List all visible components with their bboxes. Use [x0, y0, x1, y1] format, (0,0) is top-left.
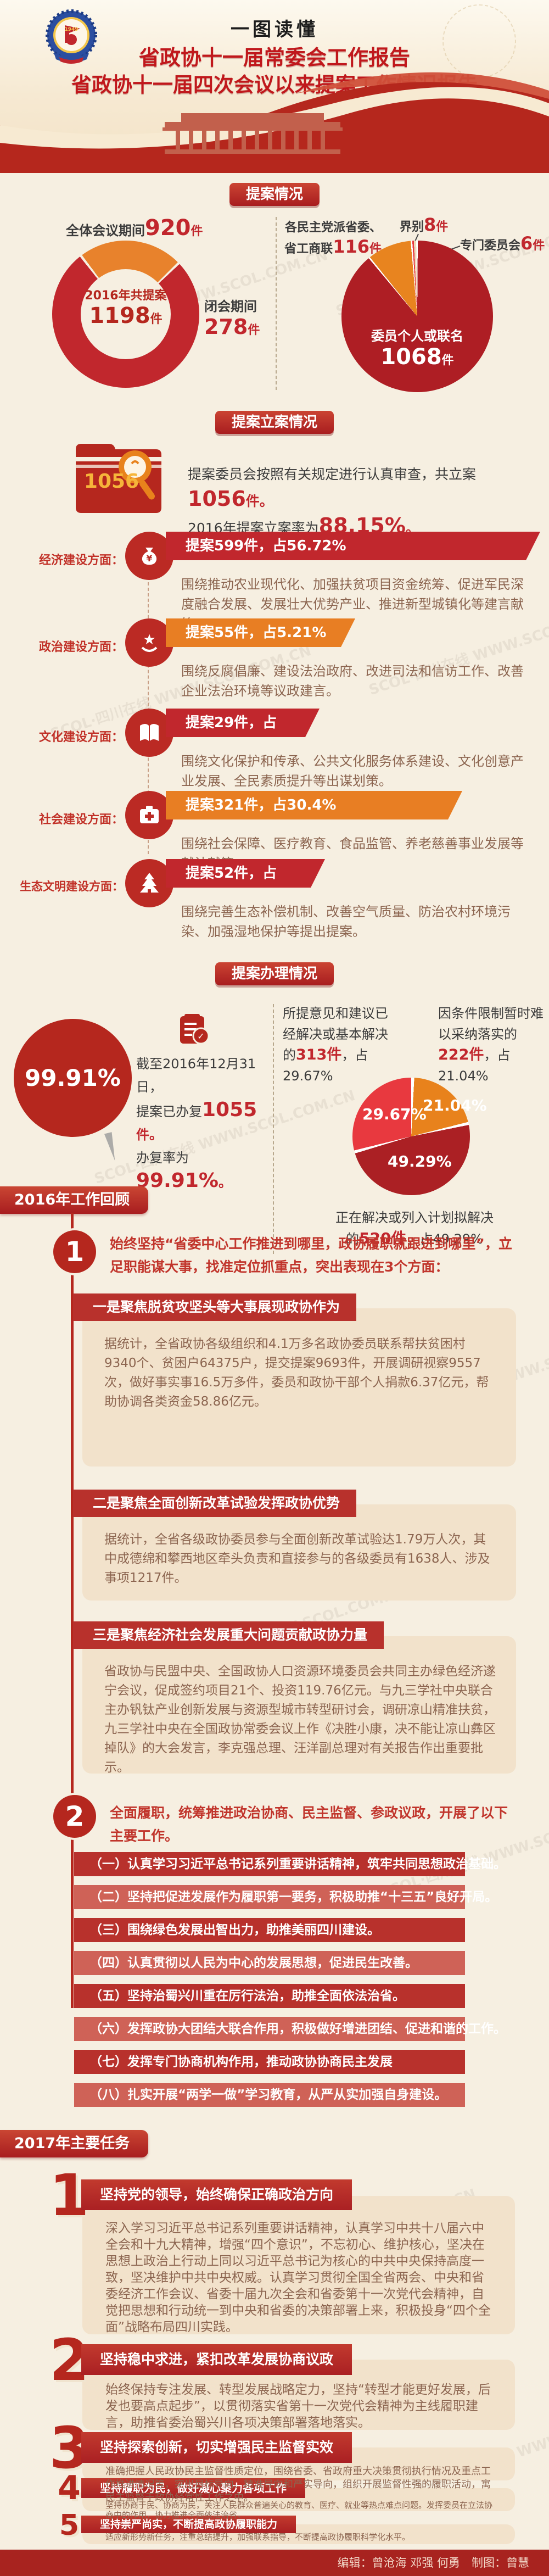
work-item-7: （七）发挥专门协商机构作用，推动政协协商民主发展 — [74, 2050, 465, 2074]
svg-text:✓: ✓ — [197, 1031, 204, 1041]
section-banner-filing: 提案立案情况 — [215, 411, 334, 434]
review-block2-box — [82, 1504, 516, 1601]
section1-divider — [276, 217, 277, 390]
reply-rate-bubble: 99.91% — [14, 1019, 132, 1137]
donut-top-label: 全体会议期间920件 — [66, 215, 203, 241]
task-number-5: 5 — [59, 2509, 80, 2542]
pie1-members-label: 委员个人或联名 1068件 — [371, 328, 463, 370]
review-block2-body: 据统计，全省各级政协委员参与全面创新改革试验达1.79万人次，其中成德绵和攀西地… — [104, 1532, 490, 1585]
pie-chart-proposal-sources — [341, 241, 493, 392]
clipboard-check-icon: ✓ — [180, 1014, 210, 1045]
category-bar-ecology: 提案52件，占4.92% — [166, 859, 325, 888]
review-block2-title: 二是聚焦全面创新改革试验发挥政协优势 — [73, 1490, 357, 1517]
work-item-8: （八）扎实开展“两学一做”学习教育，从严从实加强自身建设。 — [74, 2083, 465, 2107]
review-pin-1: 1 — [53, 1230, 96, 1273]
category-label-ecology: 生态文明建设方面： — [20, 880, 124, 893]
task2-title: 坚持稳中求进，紧扣改革发展协商议政 — [81, 2344, 352, 2375]
category-desc-economy: 围绕推动农业现代化、加强扶贫项目资金统筹、促进军民深度融合发展、发展壮大优势产业… — [181, 577, 524, 632]
open-book-icon — [125, 709, 173, 757]
pie1-committee-label: 专门委员会6件 — [460, 233, 545, 254]
work-item-4: （四）认真贯彻以人民为中心的发展思想，促进民生改善。 — [74, 1951, 465, 1975]
page-title-line1: 省政协十一届常委会工作报告 — [138, 46, 410, 70]
category-bar-culture: 提案29件，占2.75% — [166, 709, 320, 737]
svg-text:1949: 1949 — [64, 27, 78, 32]
pie2-label-solved: 29.67% — [362, 1105, 427, 1123]
section3-divider — [273, 1004, 274, 1254]
category-label-economy: 经济建设方面： — [38, 554, 124, 567]
pie1-sector-label: 界别8件 — [400, 214, 449, 235]
reply-stats-text: 截至2016年12月31日， 提案已办复1055件。 办复率为99.91%。 — [136, 1056, 257, 1192]
hero-header: 1949 一图读懂 省政协十一届常委会工作报告 省政协十一届四次会议以来提案工作… — [0, 0, 549, 173]
task-number-4: 4 — [58, 2469, 81, 2507]
category-desc-ecology: 围绕完善生态补偿机制、改善空气质量、防治农村环境污染、加强湿地保护等提出提案。 — [181, 904, 511, 939]
work-item-5: （五）坚持治蜀兴川重在厉行法治，助推全面依法治省。 — [74, 1984, 465, 2008]
gauge-needle — [104, 1132, 119, 1162]
footer-credits-bar: 编辑：曾沧海 邓强 何勇 制图：曾慧 — [0, 2550, 549, 2576]
section-ribbon-review-2016: 2016年工作回顾 — [0, 1186, 149, 1214]
work-item-1: （一）认真学习习近平总书记系列重要讲话精神，筑牢共同思想政治基础。 — [74, 1852, 506, 1876]
category-bar-politics: 提案55件，占5.21% — [166, 618, 355, 647]
category-desc-culture: 围绕文化保护和传承、公共文化服务体系建设、文化创意产业发展、全民素质提升等出谋划… — [181, 754, 524, 789]
category-bar-society: 提案321件，占30.4% — [166, 791, 462, 819]
svg-text:¥: ¥ — [146, 553, 152, 564]
task1-title: 坚持党的领导，始终确保正确政治方向 — [81, 2179, 352, 2210]
pie2-label-limited: 21.04% — [423, 1096, 487, 1114]
page-kicker: 一图读懂 — [231, 19, 318, 41]
task3-body: 准确把握人民政协民主监督性质定位，围绕省委、省政府重大决策贯彻执行情况及重点工作… — [105, 2466, 491, 2503]
donut-center-label: 2016年共提案 1198件 — [85, 289, 167, 328]
timeline-spine — [71, 1213, 74, 2008]
category-label-culture: 文化建设方面： — [38, 731, 124, 744]
pie2-label-progress: 49.29% — [388, 1152, 452, 1170]
pie1-parties-label: 各民主党派省委、 省工商联116件 — [284, 221, 382, 257]
star-badge-icon: ★ — [125, 618, 173, 667]
donut-right-label: 闭会期间 278件 — [204, 299, 260, 339]
category-desc-politics: 围绕反腐倡廉、建设法治政府、改进司法和信访工作、改善企业法治环境等议政建言。 — [181, 663, 524, 699]
cppcc-emblem: 1949 — [46, 9, 97, 64]
category-label-society: 社会建设方面： — [38, 813, 124, 827]
pie-chart-handling — [352, 1078, 470, 1195]
limited-stat-text: 因条件限制暂时难以采纳落实的222件，占21.04% — [438, 1006, 544, 1084]
pine-tree-icon — [125, 859, 173, 907]
review-block1-title: 一是聚焦脱贫攻坚头等大事展现政协作为 — [73, 1293, 357, 1321]
review-block3-box — [82, 1636, 516, 1774]
work-item-2: （二）坚持把促进发展作为履职第一要务，积极助推“十三五”良好开局。 — [74, 1885, 497, 1909]
medical-kit-icon — [125, 791, 173, 839]
category-bar-economy: 提案599件，占56.72% — [166, 532, 540, 560]
task1-body: 深入学习习近平总书记系列重要讲话精神，认真学习中共十八届六中全会和十九大精神，增… — [105, 2221, 491, 2334]
red-wave-graphic — [0, 72, 549, 173]
section-banner-proposals: 提案情况 — [229, 183, 320, 206]
task5-body: 适应新形势新任务，注重总结提升，加强联系指导，不断提高政协履职科学化水平。 — [105, 2532, 411, 2542]
review-block3-title: 三是聚焦经济社会发展重大问题贡献政协力量 — [73, 1621, 384, 1649]
task1-box — [82, 2196, 515, 2334]
review-intro-2: 全面履职，统筹推进政治协商、民主监督、参政议政，开展了以下主要工作。 — [110, 1805, 508, 1844]
work-item-3: （三）围绕绿色发展出智出力，助推美丽四川建设。 — [74, 1918, 465, 1942]
review-intro-1: 始终坚持“省委中心工作推进到哪里，政协履职就跟进到哪里”，立足职能谋大事，找准定… — [110, 1236, 512, 1275]
credits-text: 编辑：曾沧海 邓强 何勇 制图：曾慧 — [337, 2556, 529, 2569]
folder-magnifier-icon — [76, 444, 161, 513]
category-label-politics: 政治建设方面： — [38, 640, 124, 654]
task5-title: 坚持崇严尚实，不断提高政协履职能力 — [81, 2516, 296, 2533]
great-hall-silhouette — [163, 113, 343, 154]
filing-text: 提案委员会按照有关规定进行认真审查，共立案1056件。 2016年提案立案率为8… — [188, 466, 477, 538]
review-block3-body: 省政协与民盟中央、全国政协人口资源环境委员会共同主办绿色经济遂宁会议，促成签约项… — [104, 1664, 496, 1775]
section-ribbon-tasks-2017: 2017年主要任务 — [0, 2130, 149, 2157]
folder-number: 1056 — [83, 470, 139, 493]
solved-stat-text: 所提意见和建议已经解决或基本解决的313件，占29.67% — [283, 1006, 388, 1084]
review-pin-2: 2 — [53, 1795, 96, 1838]
svg-text:★: ★ — [143, 632, 155, 648]
task4-title: 坚持履职为民，做好凝心聚力各项工作 — [81, 2478, 305, 2498]
money-bag-icon: ¥ — [125, 532, 173, 580]
review-block1-body: 据统计，全省政协各级组织和4.1万多名政协委员联系帮扶贫困村9340个、贫困户6… — [104, 1337, 489, 1409]
pie2-caption: 正在解决或列入计划拟解决 的520件，占49.29% — [335, 1210, 494, 1247]
task4-body: 坚持协商于民、协商为民，关注人民群众普遍关心的教育、医疗、就业等热点难点问题。发… — [105, 2500, 493, 2520]
task3-title: 坚持探索创新，切实增强民主监督实效 — [81, 2432, 352, 2463]
donut-chart-proposal-period — [52, 241, 199, 388]
review-block1-box — [82, 1308, 516, 1467]
work-item-6: （六）发挥政协大团结大联合作用，积极做好增进团结、促进和谐的工作。 — [74, 2017, 506, 2041]
section-banner-handling: 提案办理情况 — [215, 962, 334, 985]
task2-body: 始终保持专注发展、转型发展战略定力，坚持“转型才能更好发展，后发也要高点起步”，… — [105, 2383, 491, 2430]
